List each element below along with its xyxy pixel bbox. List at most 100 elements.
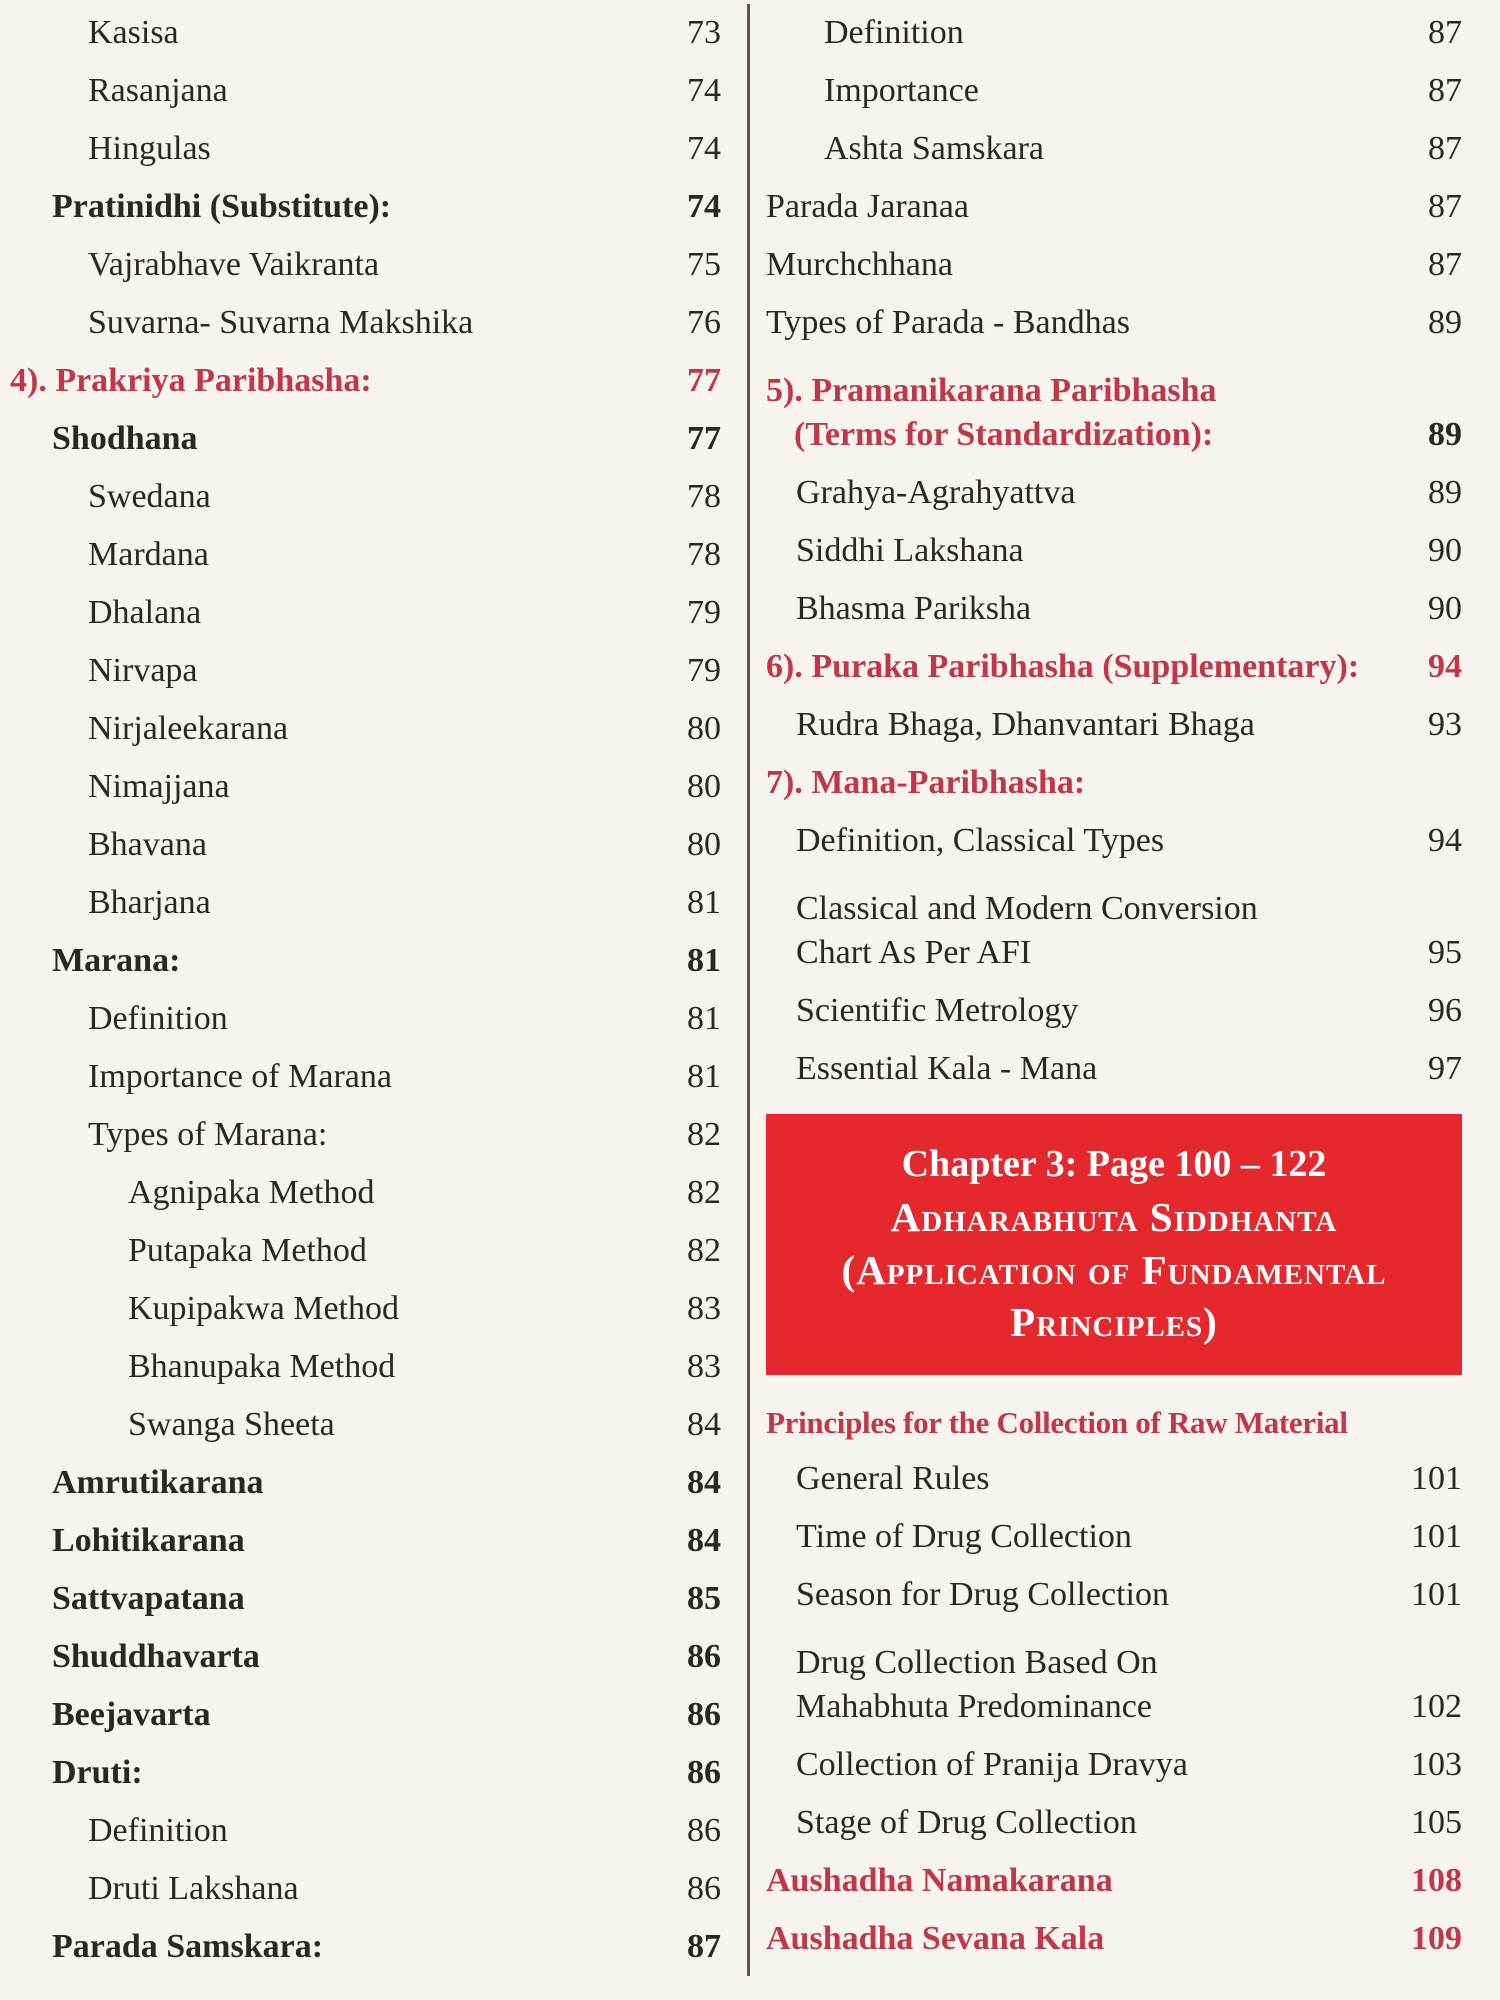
toc-entry-label: Sattvapatana: [52, 1577, 675, 1621]
toc-entry: 6). Puraka Paribhasha (Supplementary): 94: [766, 638, 1462, 696]
toc-entry: 4). Prakriya Paribhasha: 77: [6, 352, 721, 410]
toc-entry: Kupipakwa Method 83: [6, 1280, 721, 1338]
toc-entry: Druti Lakshana 86: [6, 1860, 721, 1918]
toc-entry-label: Putapaka Method: [128, 1229, 675, 1273]
banner-title-line: Adharabhuta Siddhanta: [890, 1194, 1338, 1241]
toc-entry-line: Mahabhuta Predominance: [796, 1688, 1152, 1726]
toc-entry: Swedana 78: [6, 468, 721, 526]
toc-entry-page-number: 93: [1428, 705, 1462, 743]
toc-entry-page-number: 78: [687, 535, 721, 573]
toc-entry-label: 5). Pramanikarana Paribhasha (Terms for S…: [766, 369, 1416, 457]
toc-entry-line: Definition: [88, 999, 228, 1037]
toc-entry-line: Sattvapatana: [52, 1579, 245, 1617]
toc-entry-page-number: 86: [687, 1695, 721, 1733]
toc-entry-label: Drug Collection Based On Mahabhuta Predom…: [796, 1641, 1399, 1729]
toc-entry-line: Nimajjana: [88, 767, 230, 805]
toc-entry-line: Importance of Marana: [88, 1057, 392, 1095]
toc-entry-label: Siddhi Lakshana: [796, 529, 1416, 573]
toc-entry-label: Stage of Drug Collection: [796, 1801, 1399, 1845]
toc-entry-page-number: 86: [687, 1637, 721, 1675]
toc-entry-page-number: 73: [687, 13, 721, 51]
toc-entry-line: Parada Samskara:: [52, 1927, 324, 1965]
toc-entry-line: Classical and Modern Conversion: [796, 889, 1258, 927]
toc-entry: Types of Marana: 82: [6, 1106, 721, 1164]
toc-entry-page-number: 75: [687, 245, 721, 283]
toc-entry-label: Pratinidhi (Substitute):: [52, 185, 675, 229]
toc-entry-line: 5). Pramanikarana Paribhasha: [766, 371, 1217, 409]
toc-entry-page-number: 109: [1411, 1920, 1462, 1958]
toc-entry-page-number: 81: [687, 1057, 721, 1095]
toc-entry-label: Kupipakwa Method: [128, 1287, 675, 1331]
toc-entry: Classical and Modern Conversion Chart As …: [766, 870, 1462, 982]
toc-entry-label: Beejavarta: [52, 1693, 675, 1737]
toc-entry-line: Putapaka Method: [128, 1231, 367, 1269]
toc-entry-line: Principles for the Collection of Raw Mat…: [766, 1405, 1348, 1441]
toc-entry-label: Suvarna- Suvarna Makshika: [88, 301, 675, 345]
toc-entry: Amrutikarana 84: [6, 1454, 721, 1512]
toc-entry-page-number: 90: [1428, 589, 1462, 627]
toc-entry-page-number: 81: [687, 941, 721, 979]
toc-entry-label: Rasanjana: [88, 69, 675, 113]
toc-entry-line: Definition: [824, 13, 964, 51]
toc-entry-label: 7). Mana-Paribhasha:: [766, 761, 1450, 805]
toc-entry-label: Aushadha Namakarana: [766, 1859, 1399, 1903]
toc-entry: Bhanupaka Method 83: [6, 1338, 721, 1396]
toc-entry-page-number: 83: [687, 1289, 721, 1327]
toc-entry-label: Swedana: [88, 475, 675, 519]
toc-entry-label: Rudra Bhaga, Dhanvantari Bhaga: [796, 703, 1416, 747]
toc-entry-label: Scientific Metrology: [796, 989, 1416, 1033]
toc-entry-label: Agnipaka Method: [128, 1171, 675, 1215]
toc-entry: Putapaka Method 82: [6, 1222, 721, 1280]
toc-entry-label: Importance of Marana: [88, 1055, 675, 1099]
toc-entry-page-number: 90: [1428, 531, 1462, 569]
toc-entry: 5). Pramanikarana Paribhasha (Terms for S…: [766, 352, 1462, 464]
toc-entry-page-number: 82: [687, 1231, 721, 1269]
toc-entry-line: Shodhana: [52, 419, 198, 457]
toc-entry-label: Grahya-Agrahyattva: [796, 471, 1416, 515]
toc-entry-line: Siddhi Lakshana: [796, 531, 1024, 569]
toc-entry-line: Bharjana: [88, 883, 211, 921]
toc-entry-page-number: 86: [687, 1869, 721, 1907]
toc-entry-label: Nimajjana: [88, 765, 675, 809]
toc-entry-page-number: 101: [1411, 1518, 1462, 1556]
toc-entry-label: Definition, Classical Types: [796, 819, 1416, 863]
toc-entry-label: Shuddhavarta: [52, 1635, 675, 1679]
toc-entry-line: Season for Drug Collection: [796, 1576, 1169, 1614]
toc-entry: Time of Drug Collection 101: [766, 1509, 1462, 1567]
toc-entry: Vajrabhave Vaikranta 75: [6, 236, 721, 294]
toc-entry-line: Rudra Bhaga, Dhanvantari Bhaga: [796, 705, 1255, 743]
toc-entry-line: Aushadha Sevana Kala: [766, 1920, 1105, 1958]
toc-entry-page-number: 85: [687, 1579, 721, 1617]
toc-entry-label: Types of Parada - Bandhas: [766, 301, 1416, 345]
toc-entry-page-number: 89: [1428, 415, 1462, 453]
toc-entry-page-number: 74: [687, 129, 721, 167]
toc-entry: Bharjana 81: [6, 874, 721, 932]
toc-entry-line: Parada Jaranaa: [766, 187, 969, 225]
toc-entry-label: Definition: [824, 11, 1416, 55]
toc-entry-page-number: 76: [687, 303, 721, 341]
toc-entry-page-number: 82: [687, 1173, 721, 1211]
toc-entry: Aushadha Sevana Kala 109: [766, 1911, 1462, 1969]
toc-entry-line: Kasisa: [88, 13, 179, 51]
toc-entry-page-number: 97: [1428, 1049, 1462, 1087]
toc-entry-label: Lohitikarana: [52, 1519, 675, 1563]
toc-entry-line: 4). Prakriya Paribhasha:: [10, 361, 372, 399]
toc-entry: Drug Collection Based On Mahabhuta Predom…: [766, 1625, 1462, 1737]
toc-entry-line: Kupipakwa Method: [128, 1289, 400, 1327]
toc-entry-label: Collection of Pranija Dravya: [796, 1743, 1399, 1787]
toc-entry-label: Nirjaleekarana: [88, 707, 675, 751]
toc-entry-page-number: 87: [1428, 187, 1462, 225]
toc-entry-label: Bharjana: [88, 881, 675, 925]
toc-entry: Rasanjana 74: [6, 62, 721, 120]
toc-entry-label: Parada Samskara:: [52, 1925, 675, 1969]
toc-entry-label: Bhavana: [88, 823, 675, 867]
column-divider: [747, 4, 750, 1976]
toc-entry-line: Importance: [824, 71, 979, 109]
toc-entry: Swanga Sheeta 84: [6, 1396, 721, 1454]
toc-entry-label: Marana:: [52, 939, 675, 983]
toc-entry: Season for Drug Collection 101: [766, 1567, 1462, 1625]
toc-entry: General Rules 101: [766, 1451, 1462, 1509]
toc-entry: Nirvapa 79: [6, 642, 721, 700]
toc-entry-page-number: 89: [1428, 473, 1462, 511]
toc-entry-line: Bhavana: [88, 825, 207, 863]
